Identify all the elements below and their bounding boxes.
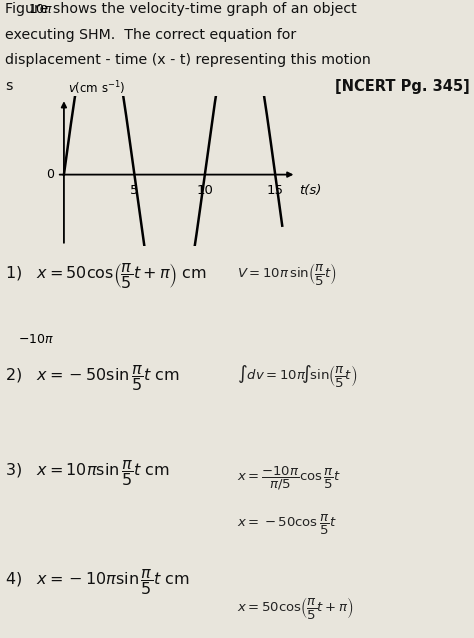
Text: $v$(cm s$^{-1}$): $v$(cm s$^{-1}$) <box>68 80 126 97</box>
Text: $\int dv = 10\pi\!\int\!\sin\!\left(\dfrac{\pi}{5}t\right)$: $\int dv = 10\pi\!\int\!\sin\!\left(\dfr… <box>237 364 357 389</box>
Text: 1)   $x = 50\cos\!\left(\dfrac{\pi}{5}t + \pi\right)$ cm: 1) $x = 50\cos\!\left(\dfrac{\pi}{5}t + … <box>5 262 207 292</box>
Text: $x = 50\cos\!\left(\dfrac{\pi}{5}t + \pi\right)$: $x = 50\cos\!\left(\dfrac{\pi}{5}t + \pi… <box>237 595 354 621</box>
Text: 3)   $x = 10\pi\sin\dfrac{\pi}{5}t$ cm: 3) $x = 10\pi\sin\dfrac{\pi}{5}t$ cm <box>5 457 170 487</box>
Text: 10: 10 <box>196 184 213 197</box>
Text: $x = \dfrac{-10\pi}{\pi/5}\cos\dfrac{\pi}{5}t$: $x = \dfrac{-10\pi}{\pi/5}\cos\dfrac{\pi… <box>237 465 341 493</box>
Text: $-10\pi$: $-10\pi$ <box>18 334 54 346</box>
Text: t(s): t(s) <box>299 184 321 197</box>
Text: Figure shows the velocity-time graph of an object: Figure shows the velocity-time graph of … <box>5 2 356 16</box>
Text: $x = -50\cos\dfrac{\pi}{5}t$: $x = -50\cos\dfrac{\pi}{5}t$ <box>237 512 337 537</box>
Text: [NCERT Pg. 345]: [NCERT Pg. 345] <box>335 79 469 94</box>
Text: 5: 5 <box>130 184 138 197</box>
Text: 15: 15 <box>267 184 284 197</box>
Text: 0: 0 <box>46 168 54 181</box>
Text: $10\pi$: $10\pi$ <box>28 3 54 16</box>
Text: 2)   $x = -50\sin\dfrac{\pi}{5}t$ cm: 2) $x = -50\sin\dfrac{\pi}{5}t$ cm <box>5 364 180 394</box>
Text: displacement - time (x - t) representing this motion: displacement - time (x - t) representing… <box>5 54 371 68</box>
Text: s: s <box>5 79 12 93</box>
Text: 4)   $x = -10\pi\sin\dfrac{\pi}{5}t$ cm: 4) $x = -10\pi\sin\dfrac{\pi}{5}t$ cm <box>5 567 189 597</box>
Text: $V = 10\pi\,\sin\!\left(\dfrac{\pi}{5}t\right)$: $V = 10\pi\,\sin\!\left(\dfrac{\pi}{5}t\… <box>237 262 337 287</box>
Text: executing SHM.  The correct equation for: executing SHM. The correct equation for <box>5 27 296 41</box>
